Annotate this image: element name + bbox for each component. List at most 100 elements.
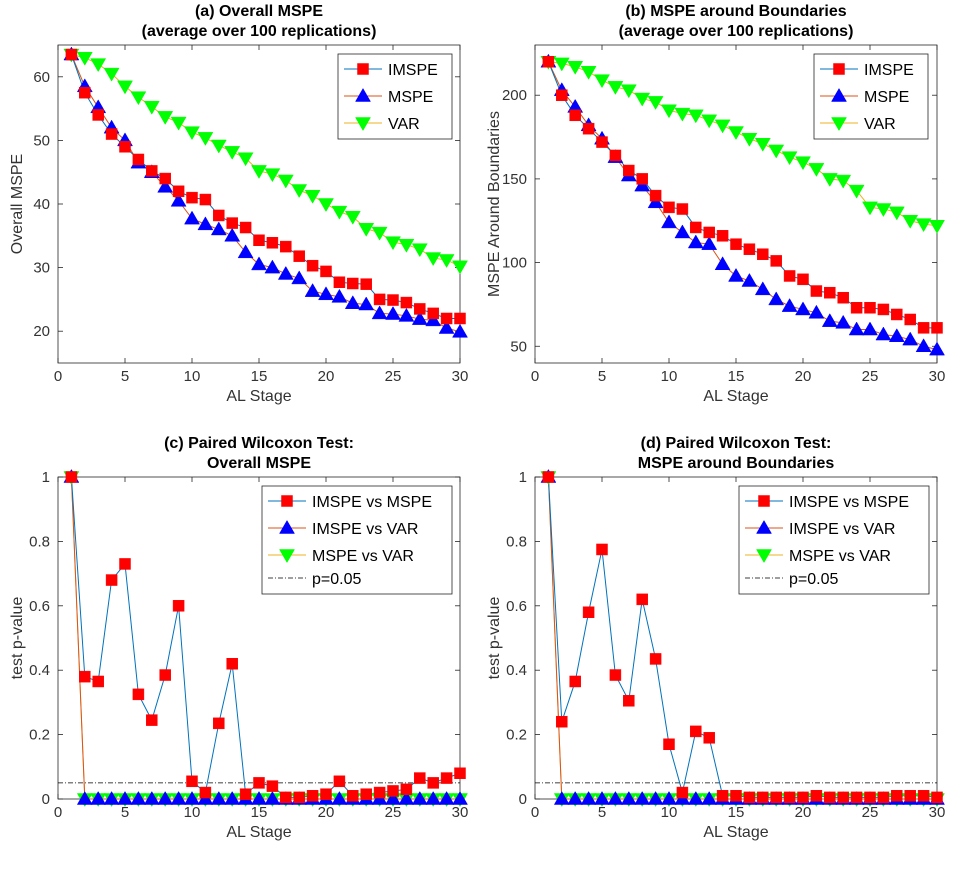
panel-b-data-point-1 [795, 301, 811, 316]
panel-a-data-point-0 [266, 237, 279, 249]
panel-d-data-point-0 [649, 653, 662, 665]
panel-b-x-tick-label: 20 [795, 368, 812, 385]
panel-b-data-point-2 [607, 81, 624, 95]
panel-d-data-point-0 [556, 715, 568, 728]
panel-b-data-point-0 [663, 201, 675, 214]
panel-c-y-tick-label: 0 [42, 791, 50, 808]
panel-d-x-tick-label: 10 [661, 804, 678, 821]
panel-a-subtitle: (average over 100 replications) [142, 23, 377, 40]
panel-d-data-point-1 [553, 790, 570, 805]
panel-b-data-point-0 [770, 255, 782, 267]
panel-b-data-point-1 [714, 256, 731, 271]
panel-a-y-tick-label: 40 [33, 196, 50, 213]
panel-b-y-tick-label: 150 [502, 171, 527, 188]
panel-d-data-point-0 [931, 791, 943, 804]
panel-a-data-point-1 [224, 227, 241, 242]
panel-c-data-point-0 [159, 669, 171, 681]
panel-a-data-point-2 [251, 165, 267, 179]
panel-a-x-axis-label: AL Stage [226, 388, 291, 405]
panel-b-subtitle: (average over 100 replications) [619, 23, 854, 40]
panel-a-legend-marker-1 [355, 87, 371, 102]
panel-b-data-point-1 [915, 338, 932, 353]
panel-a-data-point-2 [184, 126, 200, 141]
panel-a-data-point-0 [454, 312, 466, 325]
panel-b-data-point-1 [929, 341, 945, 356]
panel-d-data-point-1 [701, 790, 718, 805]
panel-a-data-point-0 [347, 277, 359, 290]
panel-d-data-point-0 [636, 593, 648, 606]
panel-a-data-point-2 [291, 184, 308, 199]
panel-b-data-point-0 [716, 230, 729, 242]
panel-a-y-tick-label: 60 [33, 69, 50, 86]
panel-a-x-tick-label: 30 [452, 368, 469, 385]
panel-c-legend-marker-0 [281, 495, 293, 507]
panel-c-data-point-1 [438, 790, 455, 805]
panel-b-data-point-2 [553, 57, 570, 72]
panel-a-data-point-2 [411, 243, 428, 258]
panel-b-data-point-0 [542, 55, 555, 68]
panel-b-chart: 0 5 10 15 20 25 30 50 100 150 200 (b) MSPE around B… [486, 3, 945, 405]
panel-c-data-point-0 [239, 788, 252, 800]
panel-b-data-point-0 [690, 221, 702, 234]
panel-b-data-point-2 [647, 96, 664, 110]
panel-a-y-axis-label: Overall MSPE [9, 154, 26, 254]
panel-b-data-point-2 [620, 84, 637, 99]
panel-d-data-point-0 [864, 791, 876, 804]
panel-d-x-tick-label: 20 [795, 804, 812, 821]
panel-c-data-point-1 [331, 790, 348, 805]
panel-c-data-point-0 [400, 783, 413, 796]
panel-a-data-point-1 [170, 192, 187, 207]
panel-c-data-point-0 [213, 717, 225, 730]
panel-a-data-point-2 [425, 252, 442, 267]
panel-a-data-point-1 [264, 259, 281, 274]
panel-b-data-point-1 [674, 224, 691, 239]
panel-d-data-point-1 [567, 790, 584, 805]
panel-a-data-point-2 [117, 80, 133, 95]
panel-d-y-tick-label: 0.6 [506, 598, 527, 615]
panel-d-data-point-1 [580, 790, 597, 805]
panel-a-legend-marker-2 [355, 117, 371, 132]
panel-a-data-point-1 [277, 265, 294, 280]
panel-c-data-point-0 [360, 788, 372, 800]
panel-b-data-point-1 [754, 281, 771, 296]
panel-b-legend-label-2: VAR [864, 116, 896, 133]
panel-d-y-tick-label: 0 [519, 791, 527, 808]
panel-a-data-point-1 [358, 296, 375, 311]
panel-d-x-tick-label: 25 [862, 804, 879, 821]
panel-b-data-point-1 [848, 321, 865, 336]
panel-b-data-point-0 [864, 302, 876, 314]
panel-b-data-point-0 [931, 322, 943, 334]
panel-a-data-point-2 [398, 238, 415, 253]
panel-b-data-point-0 [917, 322, 930, 334]
panel-b-data-point-2 [835, 174, 852, 189]
panel-b-data-point-1 [862, 321, 878, 336]
panel-a-data-point-0 [159, 172, 171, 185]
panel-c-data-point-1 [411, 790, 428, 805]
panel-c-data-point-0 [105, 574, 118, 586]
panel-d-y-tick-label: 0.4 [506, 662, 527, 679]
panel-b-data-point-2 [795, 156, 811, 171]
panel-c-data-point-1 [103, 790, 120, 805]
panel-c-legend-ref-label: p=0.05 [312, 571, 361, 588]
panel-b-data-point-2 [594, 74, 610, 89]
panel-d-data-point-1 [634, 790, 651, 805]
panel-a-legend-label-2: VAR [388, 116, 420, 133]
panel-b-data-point-0 [596, 136, 608, 148]
panel-a-x-tick-label: 20 [318, 368, 335, 385]
panel-c-data-point-1 [210, 790, 227, 805]
panel-a-data-point-1 [411, 311, 428, 325]
panel-b-legend-label-0: IMSPE [864, 62, 914, 79]
panel-c-legend: IMSPE vs MSPE IMSPE vs VAR MSPE vs VAR p=0.… [261, 485, 453, 595]
panel-b-data-point-1 [902, 331, 919, 346]
panel-b-data-point-1 [888, 328, 905, 342]
panel-c-data-point-0 [280, 791, 292, 804]
panel-a-title: (a) Overall MSPE [195, 3, 323, 20]
panel-d-data-point-1 [647, 790, 664, 805]
panel-a-data-point-0 [333, 276, 346, 288]
panel-d-data-point-1 [594, 790, 610, 805]
panel-c-data-point-0 [293, 791, 305, 804]
panel-b-data-point-2 [848, 184, 865, 199]
panel-c-data-point-0 [146, 714, 158, 726]
panel-c-data-point-1 [170, 790, 187, 805]
panel-a-data-point-0 [320, 265, 332, 278]
